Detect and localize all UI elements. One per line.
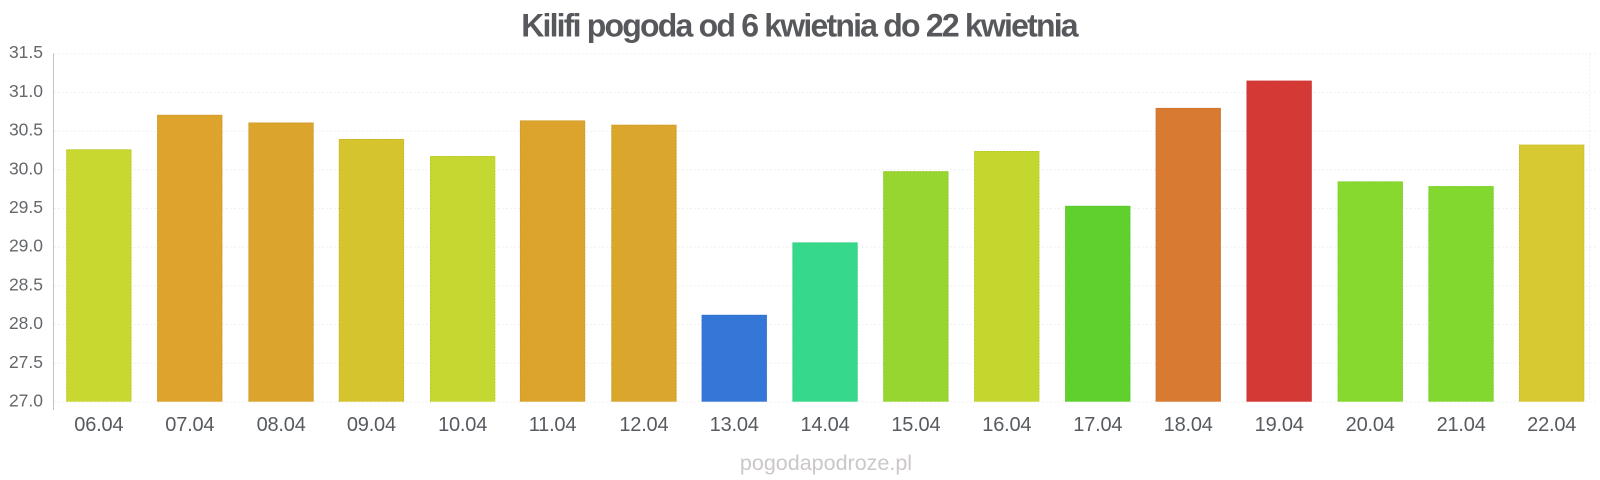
svg-text:07.04: 07.04 (165, 414, 214, 436)
svg-text:19.04: 19.04 (1255, 414, 1304, 436)
svg-text:30.0: 30.0 (9, 158, 43, 178)
svg-text:29.5: 29.5 (9, 197, 43, 217)
svg-text:17.04: 17.04 (1073, 414, 1122, 436)
svg-text:28.5: 28.5 (9, 274, 43, 294)
svg-text:18.04: 18.04 (1164, 414, 1213, 436)
svg-text:27.0: 27.0 (9, 391, 43, 411)
svg-text:31.5: 31.5 (9, 42, 43, 62)
svg-text:29.0: 29.0 (9, 236, 43, 256)
svg-text:pogodapodroze.pl: pogodapodroze.pl (740, 451, 912, 475)
svg-text:22.04: 22.04 (1527, 414, 1576, 436)
svg-text:31.0: 31.0 (9, 81, 43, 101)
svg-text:21.04: 21.04 (1437, 414, 1486, 436)
svg-text:14.04: 14.04 (800, 414, 849, 436)
svg-text:30.5: 30.5 (9, 120, 43, 140)
svg-text:10.04: 10.04 (438, 414, 487, 436)
svg-text:06.04: 06.04 (74, 414, 123, 436)
svg-text:15.04: 15.04 (891, 414, 940, 436)
svg-text:Kilifi pogoda od 6 kwietnia do: Kilifi pogoda od 6 kwietnia do 22 kwietn… (521, 7, 1079, 43)
svg-text:09.04: 09.04 (347, 414, 396, 436)
svg-text:13.04: 13.04 (710, 414, 759, 436)
svg-text:27.5: 27.5 (9, 352, 43, 372)
svg-text:12.04: 12.04 (619, 414, 668, 436)
svg-text:16.04: 16.04 (982, 414, 1031, 436)
svg-text:11.04: 11.04 (529, 414, 577, 436)
svg-text:28.0: 28.0 (9, 313, 43, 333)
svg-text:20.04: 20.04 (1346, 414, 1395, 436)
svg-text:08.04: 08.04 (257, 414, 306, 436)
